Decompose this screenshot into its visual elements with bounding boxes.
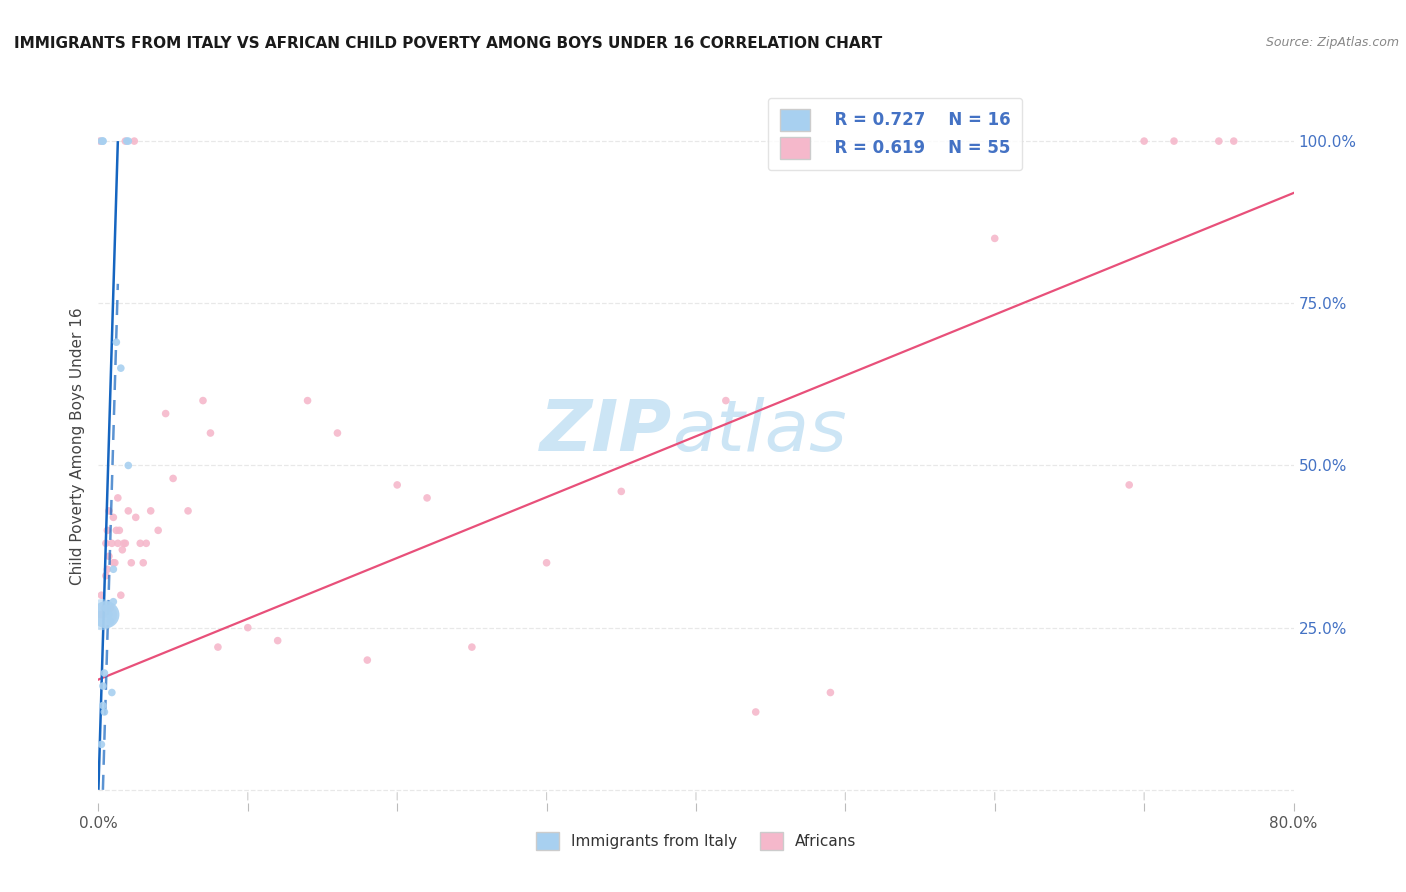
Point [820,685,842,699]
Point [124,134,146,148]
Point [105,524,128,538]
Point [90,134,112,148]
Point [108,524,131,538]
Point [1133,134,1156,148]
Point [536,556,558,570]
Point [97,504,120,518]
Point [93,666,115,681]
Y-axis label: Child Poverty Among Boys Under 16: Child Poverty Among Boys Under 16 [70,307,86,585]
Point [101,536,124,550]
Point [1118,478,1140,492]
Point [267,633,290,648]
Point [90,588,112,602]
Point [714,393,737,408]
Point [103,595,125,609]
Point [117,134,139,148]
Point [89,607,111,622]
Point [98,614,122,628]
Point [91,134,114,148]
Point [90,607,112,622]
Point [105,335,128,350]
Point [207,640,229,654]
Point [461,640,484,654]
Point [94,536,117,550]
Point [132,556,155,570]
Point [1223,134,1246,148]
Point [139,504,162,518]
Point [129,536,152,550]
Point [297,393,319,408]
Point [385,478,409,492]
Point [115,134,138,148]
Point [91,134,114,148]
Point [93,705,115,719]
Point [96,524,118,538]
Point [104,556,127,570]
Point [103,562,125,576]
Point [114,134,136,148]
Text: IMMIGRANTS FROM ITALY VS AFRICAN CHILD POVERTY AMONG BOYS UNDER 16 CORRELATION C: IMMIGRANTS FROM ITALY VS AFRICAN CHILD P… [14,36,883,51]
Point [155,407,177,421]
Point [117,504,139,518]
Text: atlas: atlas [672,397,846,467]
Point [191,393,214,408]
Point [101,685,124,699]
Point [94,568,117,582]
Point [148,524,170,538]
Text: ZIP: ZIP [540,397,672,467]
Point [135,536,157,550]
Point [90,738,112,752]
Point [94,601,117,615]
Point [97,549,120,564]
Point [326,425,349,440]
Point [91,679,114,693]
Point [98,601,122,615]
Point [416,491,439,505]
Point [162,471,184,485]
Legend: Immigrants from Italy, Africans: Immigrants from Italy, Africans [530,826,862,855]
Point [1208,134,1230,148]
Point [111,542,134,557]
Point [125,510,148,524]
Point [200,425,222,440]
Point [93,601,115,615]
Point [103,510,125,524]
Point [120,556,142,570]
Point [96,601,118,615]
Point [89,134,111,148]
Point [236,621,259,635]
Point [94,607,117,622]
Point [107,536,129,550]
Point [114,536,136,550]
Point [745,705,768,719]
Point [110,588,132,602]
Point [103,556,125,570]
Point [610,484,633,499]
Point [1163,134,1185,148]
Point [107,491,129,505]
Point [96,562,118,576]
Point [117,458,139,473]
Point [177,504,200,518]
Point [112,536,135,550]
Point [110,361,132,376]
Point [91,607,114,622]
Text: Source: ZipAtlas.com: Source: ZipAtlas.com [1265,36,1399,49]
Point [91,698,114,713]
Point [984,231,1007,245]
Point [356,653,378,667]
Point [90,607,112,622]
Point [97,607,120,622]
